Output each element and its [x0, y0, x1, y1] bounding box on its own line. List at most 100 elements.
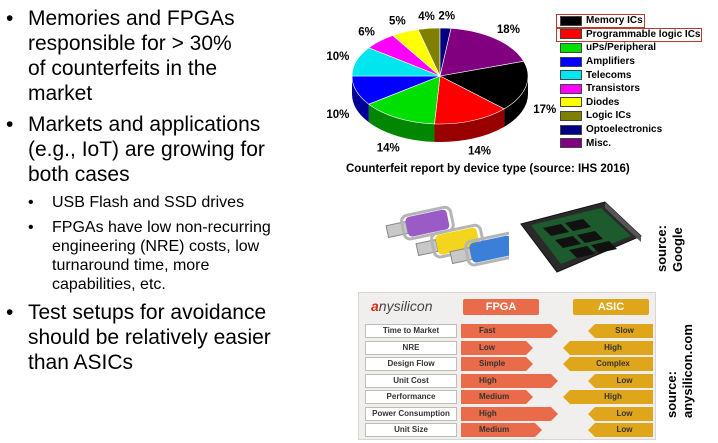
fpga-value: High [479, 408, 497, 418]
bullet-dot: • [6, 301, 14, 324]
pie-slice [439, 60, 529, 110]
bullet-item: • Markets and applications (e.g., IoT) are… [6, 112, 326, 187]
pie-slice-label: 14% [377, 142, 400, 154]
comparison-row: Unit Size Medium Low [365, 423, 655, 437]
fpga-value: Fast [479, 326, 496, 335]
legend-swatch [560, 110, 582, 121]
anysilicon-logo: anysilicon [371, 298, 433, 314]
bullet-text-line: FPGAs have low non-recurring [52, 219, 271, 236]
bullet-item: • Test setups for avoidance should be rela… [6, 300, 326, 375]
comparison-row-label: Power Consumption [365, 406, 457, 421]
pie-slice-label: 17% [533, 104, 556, 116]
asic-value-bar: Complex [563, 357, 653, 371]
bullet-item: • Memories and FPGAs responsible for > 30%… [6, 6, 326, 106]
source-google-line2: Google [670, 227, 685, 272]
bullet-text-line: USB Flash and SSD drives [52, 194, 245, 211]
pie-chart: 17% 14% 14% 10% 10% 6% 5% 4% 2% 18% [326, 10, 560, 158]
bullet-text-line: Memories and FPGAs [28, 7, 235, 30]
legend-entry: uPs/Peripheral [560, 41, 715, 55]
comparison-row-label: Design Flow [365, 357, 457, 371]
comparison-row-label: Unit Cost [365, 373, 457, 388]
pie-slice-label: 5% [389, 15, 406, 27]
comparison-row-label: Unit Size [365, 423, 457, 437]
comparison-row-label: Time to Market [365, 324, 457, 338]
pie-slice [368, 75, 441, 125]
pie-slice-label: 10% [326, 51, 349, 63]
bullet-dot: • [6, 113, 14, 136]
bullet-text-line: (e.g., IoT) are growing for [28, 138, 265, 161]
legend-entry: Misc. [560, 136, 715, 150]
bullet-text-line: should be relatively easier [28, 326, 271, 349]
pie-slice-side [434, 108, 505, 142]
legend-swatch [560, 29, 582, 40]
fpga-value: Medium [479, 392, 510, 401]
legend-swatch [560, 124, 582, 135]
legend-swatch [560, 138, 582, 149]
chart-caption: Counterfeit report by device type (sourc… [346, 163, 630, 175]
fpga-value: High [479, 375, 497, 385]
asic-value: High [604, 392, 622, 401]
asic-value: High [604, 342, 622, 352]
legend-entry: Amplifiers [560, 55, 715, 69]
asic-value-bar: High [563, 390, 653, 404]
fpga-value-bar: High [461, 373, 558, 388]
legend-label: Logic ICs [586, 110, 632, 122]
pie-slice [434, 75, 505, 125]
asic-value-bar: High [563, 340, 653, 355]
fpga-value-bar: High [461, 406, 558, 421]
bullet-text-line: responsible for > 30% [28, 32, 232, 55]
asic-value: Low [616, 408, 633, 418]
legend-swatch [560, 15, 582, 26]
bullet-text-line: market [28, 82, 93, 105]
asic-value: Low [616, 375, 633, 385]
fpga-value-bar: Medium [461, 390, 533, 404]
fpga-value: Medium [479, 425, 510, 434]
legend-label: Telecoms [586, 69, 632, 81]
fpga-value-bar: Medium [461, 423, 542, 437]
fpga-value-bar: Low [461, 340, 533, 355]
bullet-item: • FPGAs have low non-recurring engineering… [6, 218, 326, 294]
legend-entry: Optoelectronics [560, 123, 715, 137]
legend-label: Optoelectronics [586, 124, 663, 136]
bullet-text-line: both cases [28, 163, 130, 186]
asic-value-bar: Low [588, 406, 653, 421]
fpga-asic-comparison-table: anysilicon FPGA ASIC Time to Market Fast S… [358, 292, 656, 440]
source-anysilicon-line2: anysilicon.com [680, 324, 695, 418]
source-google-line1: source: [654, 225, 669, 272]
pie-slice-label: 18% [497, 24, 520, 36]
usb-drives-photo [374, 198, 519, 278]
bullet-dot: • [28, 194, 34, 211]
legend-label: uPs/Peripheral [586, 42, 657, 54]
comparison-row: Power Consumption High Low [365, 406, 655, 421]
legend-highlight-box [556, 14, 645, 28]
bullet-text-line: turnaround time, more [52, 257, 210, 274]
bullet-text-line: capabilities, etc. [52, 276, 166, 293]
pie-slice-side [352, 76, 369, 123]
asic-header: ASIC [573, 299, 649, 315]
legend-label: Diodes [586, 96, 620, 108]
legend-entry: Programmable logic ICs [556, 27, 715, 42]
fpga-value-bar: Fast [461, 324, 558, 338]
fpga-value-bar: Simple [461, 357, 533, 371]
legend-swatch [560, 70, 582, 81]
asic-value-bar: Low [588, 373, 653, 388]
table-header: anysilicon FPGA ASIC [359, 297, 655, 315]
asic-value: Complex [596, 359, 630, 368]
comparison-row: Design Flow Simple Complex [365, 357, 655, 371]
fpga-value: Low [479, 342, 495, 352]
bullet-dot: • [6, 7, 14, 30]
bullet-list: • Memories and FPGAs responsible for > 30%… [6, 6, 326, 381]
comparison-row: NRE Low High [365, 340, 655, 355]
source-anysilicon-line1: source: [664, 371, 679, 418]
legend-label: Transistors [586, 83, 640, 95]
legend-swatch [560, 83, 582, 94]
asic-value: Low [616, 425, 633, 434]
comparison-row: Unit Cost High Low [365, 373, 655, 388]
comparison-row: Time to Market Fast Slow [365, 324, 655, 338]
bullet-item: • USB Flash and SSD drives [6, 193, 326, 212]
legend-label: Amplifiers [586, 56, 635, 68]
comparison-row: Performance Medium High [365, 390, 655, 404]
bullet-text-line: of counterfeits in the [28, 57, 218, 80]
legend-entry: Memory ICs [556, 14, 715, 28]
comparison-row-label: Performance [365, 390, 457, 404]
